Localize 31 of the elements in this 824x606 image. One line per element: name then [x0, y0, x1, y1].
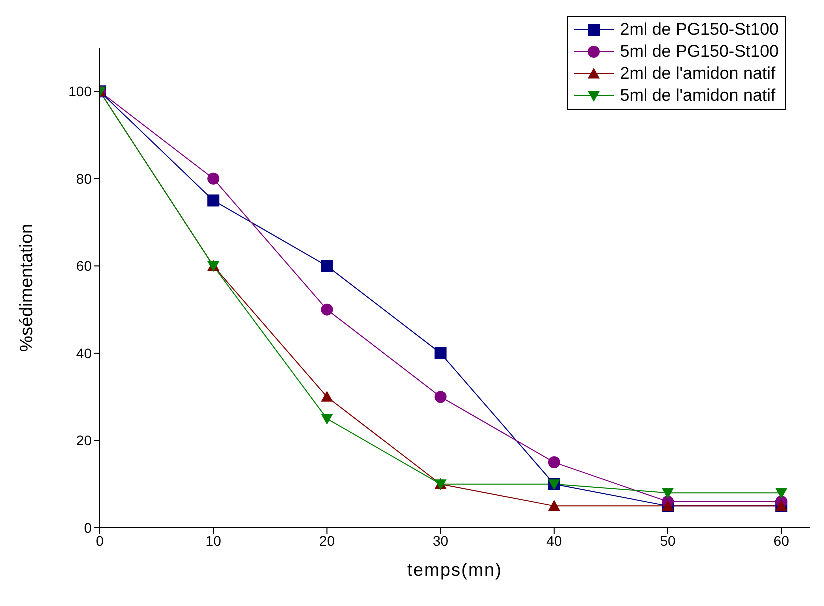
point — [208, 194, 220, 207]
y-tick-label: 60 — [76, 258, 92, 274]
point — [662, 488, 674, 500]
x-axis-title: temps(mn) — [407, 560, 503, 580]
y-tick-label: 40 — [76, 345, 92, 362]
point — [321, 414, 334, 425]
x-tick-label: 10 — [206, 532, 222, 549]
point — [321, 260, 334, 272]
point — [548, 500, 560, 511]
x-tick-label: 50 — [660, 532, 676, 549]
point — [434, 347, 447, 360]
point — [434, 391, 447, 404]
legend-label: 2ml de PG150-St100 — [620, 20, 779, 40]
point — [321, 391, 334, 402]
x-tick-label: 20 — [319, 532, 336, 549]
x-tick-label: 30 — [433, 532, 449, 549]
point — [548, 456, 560, 469]
y-tick-label: 100 — [68, 84, 92, 100]
y-tick-label: 0 — [84, 520, 92, 536]
y-tick-label: 20 — [76, 432, 92, 449]
y-tick-label: 80 — [76, 170, 92, 187]
x-tick-label: 0 — [96, 532, 104, 549]
x-tick-label: 40 — [546, 532, 562, 549]
point — [208, 172, 220, 185]
x-tick-label: 60 — [774, 532, 790, 549]
legend-label: 5ml de l'amidon natif — [620, 86, 776, 106]
legend-label: 2ml de l'amidon natif — [620, 64, 776, 84]
legend-label: 5ml de PG150-St100 — [620, 42, 779, 62]
y-axis-title: %sédimentation — [16, 224, 36, 352]
point — [776, 488, 788, 500]
point — [321, 304, 334, 316]
